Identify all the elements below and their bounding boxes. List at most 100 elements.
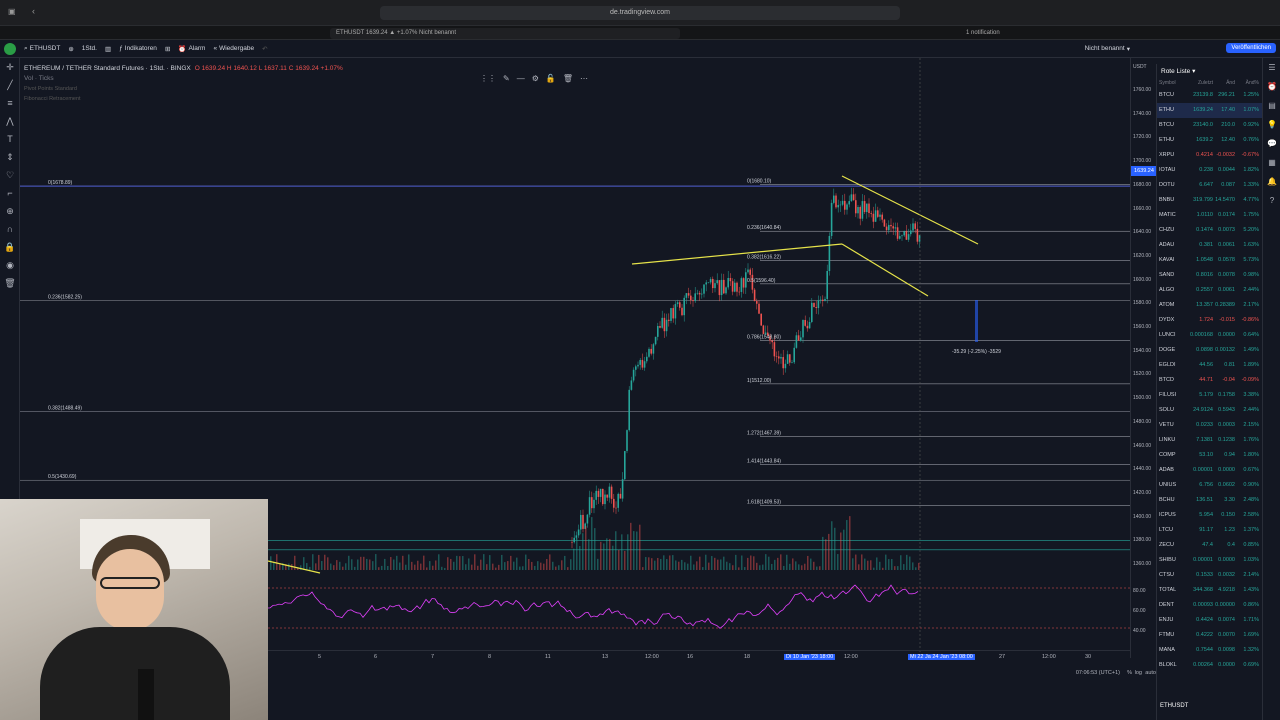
settings-icon[interactable]: ⚙ <box>531 74 539 83</box>
footer-symbol[interactable]: ETHUSDT <box>1160 703 1189 709</box>
address-bar[interactable]: de.tradingview.com <box>380 6 900 20</box>
price-axis[interactable]: 1760.00 1740.00 1720.00 1700.00 1680.00 1660.… <box>1130 58 1157 658</box>
back-icon[interactable]: ‹ <box>32 6 35 16</box>
watchlist-row[interactable]: KAVAI 1.0548 0.0578 5.73% <box>1157 253 1262 268</box>
measure-box[interactable] <box>975 300 978 342</box>
more-icon[interactable]: ⋯ <box>580 74 588 83</box>
watchlist-row[interactable]: TOTAL 344.368 4.9218 1.43% <box>1157 583 1262 598</box>
col-change[interactable]: Änd <box>1226 80 1235 86</box>
heart-icon[interactable]: ♡ <box>5 170 15 180</box>
watchlist-row[interactable]: LUNCI 0.000168 0.0000 0.64% <box>1157 328 1262 343</box>
unnamed-layout-button[interactable]: Nicht benannt ▾ <box>1085 45 1130 53</box>
log-toggle[interactable]: log <box>1134 670 1142 676</box>
zoom-icon[interactable]: ⊕ <box>6 206 14 216</box>
wedge-upper-line[interactable] <box>841 175 979 245</box>
watchlist-row[interactable]: DENT 0.00093 0.00000 0.86% <box>1157 598 1262 613</box>
watchlist-row[interactable]: UNIUS 6.756 0.0602 0.90% <box>1157 478 1262 493</box>
replay-button[interactable]: «Wiedergabe <box>213 45 254 52</box>
tradingview-logo-icon[interactable] <box>4 42 16 55</box>
watchlist-row[interactable]: ATOM 13.357 0.28389 2.17% <box>1157 298 1262 313</box>
symbol-search-button[interactable]: ⌕ ETHUSDT <box>24 45 60 53</box>
auto-toggle[interactable]: auto <box>1145 670 1156 676</box>
col-symbol[interactable]: Symbol <box>1159 80 1176 86</box>
chat-icon[interactable]: 💬 <box>1267 139 1277 148</box>
candle-type-icon[interactable]: ▥ <box>104 45 112 53</box>
watchlist-row[interactable]: ICPUS 5.954 0.150 2.58% <box>1157 508 1262 523</box>
price-chart[interactable]: 0(1678.89) 0.236(1582.25) 0.382(1488.49) 0.… <box>20 58 1130 668</box>
fib-icon[interactable]: ≡ <box>7 98 13 108</box>
tab-notification[interactable]: 1 notification <box>960 28 1006 39</box>
watchlist-row[interactable]: BNBU 319.799 14.5470 4.77% <box>1157 193 1262 208</box>
trash-icon[interactable]: 🗑 <box>4 278 16 288</box>
legend-title[interactable]: ETHEREUM / TETHER Standard Futures · 1St… <box>24 65 191 72</box>
eye-icon[interactable]: ◉ <box>6 260 14 270</box>
indicators-button[interactable]: ƒ Indikatoren <box>119 45 157 52</box>
watchlist-row[interactable]: IOTAU 0.238 0.0044 1.82% <box>1157 163 1262 178</box>
text-icon[interactable]: T <box>7 134 13 144</box>
pen-icon[interactable]: ✎ <box>503 74 510 83</box>
currency-label[interactable]: USDT <box>1133 64 1147 70</box>
sidebar-toggle-icon[interactable]: ▣ <box>8 7 16 16</box>
watchlist-row[interactable]: ENJU 0.4424 0.0074 1.71% <box>1157 613 1262 628</box>
interval-button[interactable]: 1Std. <box>82 45 97 52</box>
watchlist-row[interactable]: FTMU 0.4222 0.0070 1.69% <box>1157 628 1262 643</box>
legend-fib[interactable]: Fibonacci Retracement <box>24 96 81 102</box>
time-axis[interactable]: 5 6 7 8 11 13 12:00 16 18 Di 10 Jan '23 18:00 12:0… <box>268 650 1130 662</box>
crosshair-icon[interactable]: ✛ <box>6 62 14 72</box>
watchlist-row[interactable]: ADAB 0.00001 0.0000 0.67% <box>1157 463 1262 478</box>
watchlist-row[interactable]: VETU 0.0233 0.0003 2.15% <box>1157 418 1262 433</box>
watchlist-row[interactable]: EGLDI 44.56 0.81 1.89% <box>1157 358 1262 373</box>
watchlist-row[interactable]: MANA 0.7544 0.0098 1.32% <box>1157 643 1262 658</box>
news-icon[interactable]: ▤ <box>1268 101 1276 110</box>
watchlist-row[interactable]: CHZU 0.1474 0.0073 5.20% <box>1157 223 1262 238</box>
watchlist-row[interactable]: SHIBU 0.00001 0.0000 1.03% <box>1157 553 1262 568</box>
col-change-pct[interactable]: Änd% <box>1245 80 1259 86</box>
alerts-icon[interactable]: ⏰ <box>1267 82 1277 91</box>
tab-tradingview[interactable]: ETHUSDT 1639.24 ▲ +1.07% Nicht benannt <box>330 28 680 39</box>
watchlist-row[interactable]: ETHU 1639.24 17.40 1.07% <box>1157 103 1262 118</box>
help-icon[interactable]: ? <box>1269 196 1275 205</box>
watchlist-row[interactable]: DYDX 1.724 -0.015 -0.86% <box>1157 313 1262 328</box>
publish-button[interactable]: Veröffentlichen <box>1226 43 1276 53</box>
wedge-lower-line[interactable] <box>841 243 929 297</box>
watchlist-row[interactable]: DOTU 6.647 0.087 1.33% <box>1157 178 1262 193</box>
trendline-icon[interactable]: ╱ <box>7 80 13 90</box>
old-trendline[interactable] <box>267 560 321 574</box>
watchlist-row[interactable]: COMP 53.10 0.94 1.80% <box>1157 448 1262 463</box>
pattern-icon[interactable]: ⋀ <box>6 116 14 126</box>
ideas-icon[interactable]: 💡 <box>1267 120 1277 129</box>
watchlist-row[interactable]: BCHU 136.51 3.30 2.48% <box>1157 493 1262 508</box>
watchlist-row[interactable]: BTCD 44.71 -0.04 -0.09% <box>1157 373 1262 388</box>
watchlist-header[interactable]: Rote Liste ▾ <box>1157 64 1262 78</box>
percent-toggle[interactable]: % <box>1127 670 1132 676</box>
undo-icon[interactable]: ↶ <box>262 45 268 53</box>
legend-volume[interactable]: Vol · Ticks <box>24 75 54 82</box>
measure-icon[interactable]: ⇕ <box>6 152 14 162</box>
watchlist-row[interactable]: BLOKL 0.00264 0.0000 0.69% <box>1157 658 1262 673</box>
magnet-icon[interactable]: ∩ <box>6 224 14 234</box>
watchlist-row[interactable]: SAND 0.8016 0.0078 0.98% <box>1157 268 1262 283</box>
col-last[interactable]: Zuletzt <box>1197 80 1213 86</box>
line-width-icon[interactable]: — <box>516 74 525 83</box>
watchlist-row[interactable]: BTCU 23140.0 210.0 0.92% <box>1157 118 1262 133</box>
drag-handle-icon[interactable]: ⋮⋮ <box>480 74 496 83</box>
notification-icon[interactable]: 🔔 <box>1267 177 1277 186</box>
support-trendline[interactable] <box>631 243 843 265</box>
watchlist-row[interactable]: ALGO 0.2557 0.0061 2.44% <box>1157 283 1262 298</box>
ruler-icon[interactable]: ⌐ <box>7 188 13 198</box>
watchlist-row[interactable]: ADAU 0.381 0.0061 1.63% <box>1157 238 1262 253</box>
watchlist-row[interactable]: SOLU 24.9124 0.5943 2.44% <box>1157 403 1262 418</box>
trash-icon[interactable]: 🗑 <box>562 74 573 83</box>
watchlist-icon[interactable]: ☰ <box>1268 63 1276 72</box>
layout-icon[interactable]: ⊞ <box>164 45 171 53</box>
legend-pivots[interactable]: Pivot Points Standard <box>24 86 77 92</box>
watchlist-row[interactable]: LTCU 91.17 1.23 1.37% <box>1157 523 1262 538</box>
lock-icon[interactable]: 🔒 <box>4 242 16 252</box>
watchlist-row[interactable]: ETHU 1639.2 12.40 0.76% <box>1157 133 1262 148</box>
watchlist-row[interactable]: BTCU 23139.8 296.21 1.25% <box>1157 88 1262 103</box>
watchlist-row[interactable]: MATIC 1.0110 0.0174 1.75% <box>1157 208 1262 223</box>
watchlist-row[interactable]: XRPU 0.4214 -0.0032 -0.67% <box>1157 148 1262 163</box>
watchlist-row[interactable]: LINKU 7.1381 0.1238 1.76% <box>1157 433 1262 448</box>
watchlist-row[interactable]: FILUSI 5.179 0.1758 3.38% <box>1157 388 1262 403</box>
calendar-icon[interactable]: ▦ <box>1268 158 1276 167</box>
